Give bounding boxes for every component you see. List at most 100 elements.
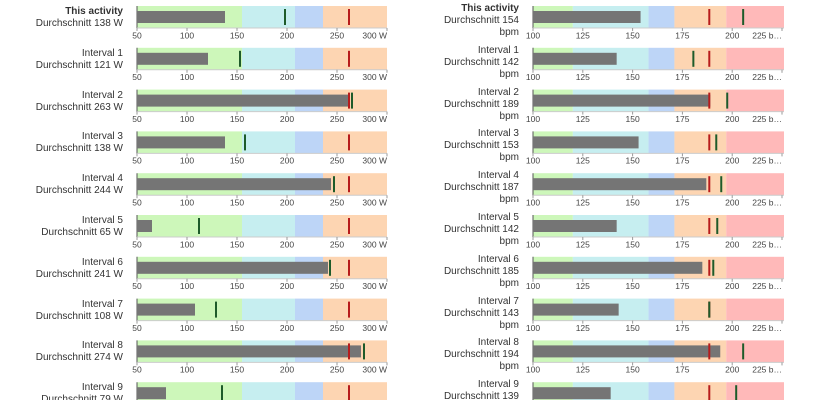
bar bbox=[137, 178, 331, 191]
row-summary: Durchschnitt 138 W bbox=[35, 18, 123, 29]
row-label: Interval 5 Durchschnitt 65 W bbox=[11, 215, 123, 239]
range-band bbox=[648, 131, 675, 154]
row-title: Interval 9 bbox=[81, 382, 123, 394]
row-title: Interval 2 bbox=[81, 89, 123, 101]
tick-label: 175 bbox=[675, 281, 689, 291]
range-band bbox=[648, 6, 675, 28]
tick-label: 200 bbox=[280, 72, 294, 82]
row-label: Interval 9 Durchschnitt 79 W bbox=[11, 382, 123, 400]
bar bbox=[533, 220, 617, 232]
range-band bbox=[295, 215, 323, 237]
bar bbox=[533, 345, 721, 358]
row-title: Interval 3 bbox=[81, 131, 123, 143]
row-label: Interval 1 Durchschnitt 121 W bbox=[11, 48, 123, 72]
bar bbox=[533, 261, 703, 274]
row-summary: Durchschnitt 244 W bbox=[35, 185, 123, 197]
range-band bbox=[648, 298, 675, 321]
tick-label: 175 bbox=[675, 72, 689, 82]
row-label: Interval 4 Durchschnitt 187 bpm bbox=[433, 170, 519, 206]
tick-label: 100 bbox=[180, 365, 194, 375]
range-band bbox=[295, 382, 323, 400]
range-band bbox=[726, 256, 784, 279]
tick-label: 150 bbox=[626, 30, 640, 40]
tick-label: 225 b… bbox=[752, 239, 782, 249]
range-band bbox=[726, 173, 784, 196]
row-summary: Durchschnitt 189 bpm bbox=[443, 98, 519, 122]
row-title: Interval 7 bbox=[477, 295, 519, 307]
range-band bbox=[323, 173, 387, 196]
tick-label: 150 bbox=[230, 30, 244, 40]
range-band bbox=[674, 298, 727, 321]
bar bbox=[533, 52, 617, 65]
tick-label: 175 bbox=[675, 365, 689, 375]
row-summary: Durchschnitt 241 W bbox=[35, 268, 123, 280]
tick-label: 150 bbox=[230, 72, 244, 82]
tick-label: 100 bbox=[526, 197, 540, 207]
tick-label: 50 bbox=[132, 365, 142, 375]
range-band bbox=[726, 131, 784, 154]
tick-label: 125 bbox=[576, 239, 590, 249]
row-title: Interval 1 bbox=[477, 44, 519, 56]
row-title: Interval 9 bbox=[477, 379, 519, 391]
tick-label: 100 bbox=[180, 72, 194, 82]
row-summary: Durchschnitt 142 bpm bbox=[443, 224, 519, 247]
tick-label: 300 W bbox=[362, 156, 387, 166]
row-title: Interval 6 bbox=[81, 256, 123, 268]
tick-label: 200 bbox=[280, 156, 294, 166]
tick-label: 100 bbox=[180, 281, 194, 291]
tick-label: 200 bbox=[725, 365, 739, 375]
range-band bbox=[242, 6, 295, 28]
row-title: Interval 2 bbox=[477, 86, 519, 98]
range-band bbox=[726, 340, 784, 363]
tick-label: 225 b… bbox=[752, 72, 782, 82]
tick-label: 100 bbox=[526, 323, 540, 333]
row-title: Interval 3 bbox=[477, 128, 519, 140]
tick-label: 200 bbox=[725, 323, 739, 333]
tick-label: 250 bbox=[330, 114, 344, 124]
range-band bbox=[674, 382, 727, 400]
tick-label: 150 bbox=[626, 72, 640, 82]
tick-label: 200 bbox=[280, 239, 294, 249]
tick-label: 150 bbox=[230, 365, 244, 375]
tick-label: 200 bbox=[725, 281, 739, 291]
tick-label: 50 bbox=[132, 323, 142, 333]
tick-label: 100 bbox=[526, 365, 540, 375]
tick-label: 50 bbox=[132, 114, 142, 124]
row-summary: Durchschnitt 154 bpm bbox=[443, 15, 519, 38]
tick-label: 200 bbox=[725, 197, 739, 207]
tick-label: 125 bbox=[576, 365, 590, 375]
row-title: This activity bbox=[65, 6, 123, 17]
range-band bbox=[674, 47, 727, 70]
tick-label: 225 b… bbox=[752, 30, 782, 40]
range-band bbox=[323, 47, 387, 70]
range-band bbox=[323, 256, 387, 279]
tick-label: 300 W bbox=[362, 281, 387, 291]
row-summary: Durchschnitt 121 W bbox=[35, 59, 123, 71]
tick-label: 200 bbox=[280, 323, 294, 333]
row-label: Interval 6 Durchschnitt 241 W bbox=[11, 257, 123, 281]
tick-label: 150 bbox=[230, 114, 244, 124]
tick-label: 200 bbox=[725, 30, 739, 40]
row-summary: Durchschnitt 143 bpm bbox=[443, 307, 519, 331]
tick-label: 175 bbox=[675, 156, 689, 166]
tick-label: 200 bbox=[725, 72, 739, 82]
range-band bbox=[726, 382, 784, 400]
tick-label: 100 bbox=[526, 281, 540, 291]
range-band bbox=[648, 382, 675, 400]
tick-label: 175 bbox=[675, 197, 689, 207]
row-summary: Durchschnitt 138 W bbox=[35, 143, 123, 155]
tick-label: 150 bbox=[230, 156, 244, 166]
row-label: Interval 7 Durchschnitt 108 W bbox=[11, 299, 123, 323]
tick-label: 50 bbox=[132, 72, 142, 82]
range-band bbox=[726, 215, 784, 237]
tick-label: 175 bbox=[675, 114, 689, 124]
tick-label: 200 bbox=[725, 156, 739, 166]
bar bbox=[533, 303, 619, 316]
tick-label: 100 bbox=[526, 30, 540, 40]
tick-label: 300 W bbox=[362, 323, 387, 333]
bar bbox=[137, 387, 166, 400]
row-title: Interval 7 bbox=[81, 298, 123, 310]
row-label: This activity Durchschnitt 154 bpm bbox=[433, 3, 519, 39]
row-label: Interval 6 Durchschnitt 185 bpm bbox=[433, 254, 519, 290]
